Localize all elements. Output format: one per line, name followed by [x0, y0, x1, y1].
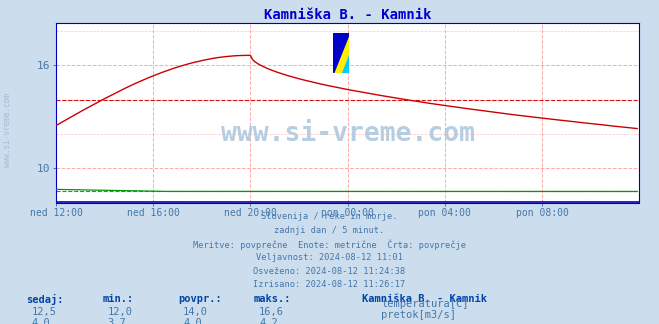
Title: Kamniška B. - Kamnik: Kamniška B. - Kamnik — [264, 7, 432, 21]
Text: min.:: min.: — [102, 294, 133, 304]
Text: Veljavnost: 2024-08-12 11:01: Veljavnost: 2024-08-12 11:01 — [256, 253, 403, 262]
Text: maks.:: maks.: — [254, 294, 291, 304]
Text: povpr.:: povpr.: — [178, 294, 221, 304]
Text: pretok[m3/s]: pretok[m3/s] — [381, 310, 456, 320]
Text: 4,0: 4,0 — [183, 318, 202, 324]
Text: 4,2: 4,2 — [259, 318, 277, 324]
Text: Izrisano: 2024-08-12 11:26:17: Izrisano: 2024-08-12 11:26:17 — [253, 280, 406, 289]
Text: 12,5: 12,5 — [32, 307, 57, 317]
Text: temperatura[C]: temperatura[C] — [381, 299, 469, 309]
Text: Slovenija / reke in morje.: Slovenija / reke in morje. — [261, 212, 398, 221]
Text: www.si-vreme.com: www.si-vreme.com — [221, 121, 474, 147]
Text: 3,7: 3,7 — [107, 318, 126, 324]
Polygon shape — [333, 33, 349, 73]
Text: www.si-vreme.com: www.si-vreme.com — [3, 93, 13, 167]
Text: 14,0: 14,0 — [183, 307, 208, 317]
Polygon shape — [333, 33, 349, 73]
Text: Meritve: povprečne  Enote: metrične  Črta: povprečje: Meritve: povprečne Enote: metrične Črta:… — [193, 239, 466, 250]
Text: Osveženo: 2024-08-12 11:24:38: Osveženo: 2024-08-12 11:24:38 — [253, 267, 406, 276]
Text: 12,0: 12,0 — [107, 307, 132, 317]
Polygon shape — [342, 55, 349, 73]
Text: 16,6: 16,6 — [259, 307, 284, 317]
Text: 4,0: 4,0 — [32, 318, 50, 324]
Text: sedaj:: sedaj: — [26, 294, 64, 305]
Text: zadnji dan / 5 minut.: zadnji dan / 5 minut. — [274, 226, 385, 235]
Text: Kamniška B. - Kamnik: Kamniška B. - Kamnik — [362, 294, 488, 304]
